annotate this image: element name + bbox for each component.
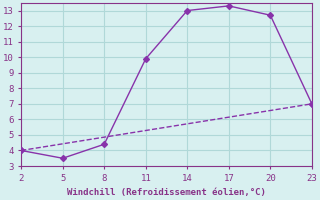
X-axis label: Windchill (Refroidissement éolien,°C): Windchill (Refroidissement éolien,°C) — [67, 188, 266, 197]
